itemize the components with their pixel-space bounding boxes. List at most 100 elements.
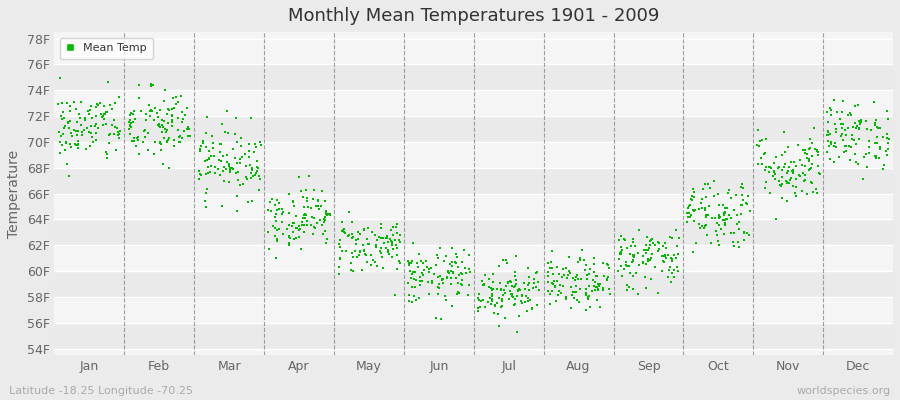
Point xyxy=(463,268,477,275)
Point xyxy=(771,178,786,184)
Point xyxy=(141,130,156,136)
Point xyxy=(826,159,841,166)
Point xyxy=(124,124,139,130)
Point xyxy=(561,272,575,279)
Point xyxy=(323,212,338,218)
Point xyxy=(112,94,126,100)
Point xyxy=(413,274,428,280)
Point xyxy=(159,129,174,135)
Point xyxy=(758,167,772,173)
Point xyxy=(487,310,501,316)
Point xyxy=(880,107,895,114)
Point xyxy=(166,95,180,101)
Point xyxy=(297,212,311,218)
Point xyxy=(492,295,507,301)
Point xyxy=(390,245,404,252)
Point xyxy=(687,186,701,193)
Point xyxy=(614,251,628,257)
Point xyxy=(99,109,113,115)
Point xyxy=(848,150,862,157)
Point xyxy=(732,244,746,250)
Point xyxy=(353,249,367,255)
Point xyxy=(842,112,856,119)
Point xyxy=(850,158,864,165)
Point xyxy=(70,138,85,144)
Point xyxy=(518,298,533,305)
Point xyxy=(611,256,625,262)
Point xyxy=(618,237,633,243)
Point xyxy=(569,274,583,280)
Point xyxy=(682,214,697,220)
Point xyxy=(200,114,214,120)
Point xyxy=(430,290,445,297)
Point xyxy=(364,252,379,258)
Point xyxy=(591,287,606,294)
Point xyxy=(759,178,773,185)
Point xyxy=(703,184,717,191)
Point xyxy=(551,292,565,298)
Point xyxy=(563,270,578,276)
Point xyxy=(640,247,654,253)
Point xyxy=(626,236,640,242)
Point xyxy=(285,198,300,204)
Point xyxy=(571,259,585,265)
Point xyxy=(62,172,77,179)
Point xyxy=(405,299,419,306)
Point xyxy=(730,212,744,218)
Point xyxy=(292,227,306,233)
Point xyxy=(820,132,834,138)
Point xyxy=(421,291,436,297)
Point xyxy=(541,272,555,279)
Point xyxy=(495,303,509,310)
Point xyxy=(193,176,207,182)
Point xyxy=(380,235,394,242)
Point xyxy=(110,124,124,131)
Point xyxy=(287,236,302,242)
Point xyxy=(471,295,485,301)
Point xyxy=(241,198,256,205)
Point xyxy=(58,123,72,129)
Point xyxy=(95,122,110,128)
Point xyxy=(637,274,652,280)
Point xyxy=(853,120,868,126)
Point xyxy=(405,271,419,278)
Point xyxy=(77,115,92,121)
Point xyxy=(294,246,309,252)
Point xyxy=(547,278,562,284)
Point xyxy=(234,143,248,149)
Point xyxy=(758,149,772,156)
Point xyxy=(600,276,615,282)
Point xyxy=(127,138,141,144)
Point xyxy=(717,222,732,228)
Point xyxy=(445,303,459,309)
Point xyxy=(310,198,325,204)
Point xyxy=(442,270,456,276)
Point xyxy=(76,127,91,133)
Point xyxy=(76,132,90,138)
Point xyxy=(205,144,220,151)
Point xyxy=(289,225,303,231)
Point xyxy=(823,142,837,149)
Point xyxy=(242,154,256,160)
Point xyxy=(615,247,629,253)
Point xyxy=(684,196,698,202)
Point xyxy=(869,124,884,130)
Point xyxy=(381,249,395,256)
Point xyxy=(626,252,640,258)
Point xyxy=(364,229,379,235)
Point xyxy=(671,235,686,241)
Point xyxy=(881,115,896,122)
Point xyxy=(217,164,231,170)
Point xyxy=(54,113,68,120)
Point xyxy=(199,171,213,178)
Point xyxy=(404,275,419,282)
Point xyxy=(852,118,867,124)
Point xyxy=(716,230,731,237)
Point xyxy=(631,290,645,297)
Point xyxy=(741,201,755,207)
Point xyxy=(55,142,69,148)
Point xyxy=(588,287,602,293)
Point xyxy=(57,115,71,121)
Point xyxy=(654,267,669,274)
Point xyxy=(505,291,519,297)
